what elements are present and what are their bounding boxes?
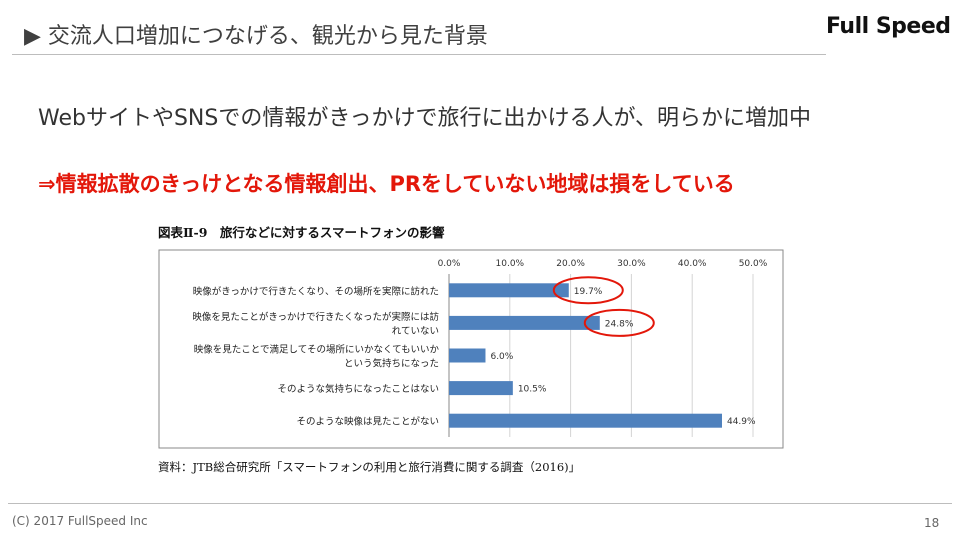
- bars: [449, 283, 722, 428]
- category-labels: 映像がきっかけで行きたくなり、その場所を実際に訪れた映像を見たことがきっかけで行…: [192, 285, 439, 427]
- headline: WebサイトやSNSでの情報がきっかけで旅行に出かける人が、明らかに増加中: [38, 106, 812, 131]
- tick-label: 30.0%: [617, 259, 646, 269]
- value-label: 44.9%: [727, 417, 756, 427]
- category-label: という気持ちになった: [344, 358, 439, 370]
- value-label: 24.8%: [605, 319, 634, 329]
- bar: [449, 315, 600, 330]
- slide-title: ▶ 交流人口増加につなげる、観光から見た背景: [24, 24, 488, 49]
- tick-label: 0.0%: [438, 259, 461, 269]
- page-number: 18: [924, 516, 940, 530]
- category-label: そのような気持ちになったことはない: [277, 383, 439, 395]
- tick-label: 20.0%: [556, 259, 585, 269]
- category-label: 映像を見たことがきっかけで行きたくなったが実際には訪: [192, 311, 439, 323]
- figure-title: 図表Ⅱ-9 旅行などに対するスマートフォンの影響: [158, 225, 445, 240]
- figure-source: 資料：JTB総合研究所「スマートフォンの利用と旅行消費に関する調査（2016)」: [158, 460, 581, 474]
- category-label: れていない: [392, 326, 439, 337]
- highlight-circle: [552, 276, 624, 305]
- value-label: 19.7%: [574, 287, 603, 297]
- bar: [449, 283, 569, 298]
- chart-frame: [158, 249, 784, 449]
- tick-label: 50.0%: [739, 259, 768, 269]
- bar: [449, 413, 722, 428]
- value-label: 6.0%: [490, 352, 513, 362]
- highlight-circles: [552, 276, 655, 337]
- category-label: 映像を見たことで満足してその場所にいかなくてもいいか: [194, 344, 440, 356]
- bar: [449, 348, 486, 363]
- tick-label: 40.0%: [678, 259, 707, 269]
- title-divider: [12, 54, 826, 55]
- highlight-circle: [583, 308, 655, 337]
- copyright: (C) 2017 FullSpeed Inc: [12, 514, 148, 528]
- footer-divider: [8, 503, 952, 504]
- category-label: 映像がきっかけで行きたくなり、その場所を実際に訪れた: [193, 285, 439, 297]
- category-label: そのような映像は見たことがない: [296, 416, 439, 428]
- tick-label: 10.0%: [496, 259, 525, 269]
- value-label: 10.5%: [518, 385, 547, 395]
- value-labels: 19.7% 24.8% 6.0% 10.5% 44.9%: [490, 287, 756, 427]
- fullspeed-logo: Full Speed: [826, 14, 951, 39]
- conclusion-text: ⇒情報拡散のきっけとなる情報創出、PRをしていない地域は損をしている: [38, 172, 735, 196]
- tick-labels: 0.0% 10.0% 20.0% 30.0% 40.0% 50.0%: [438, 259, 768, 269]
- bar: [449, 381, 513, 396]
